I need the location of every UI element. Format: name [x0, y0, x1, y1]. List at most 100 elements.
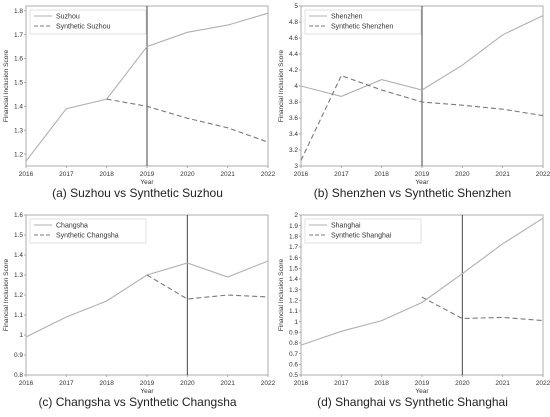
y-tick-label: 1.7	[289, 244, 298, 251]
x-tick-label: 2022	[261, 380, 275, 387]
y-tick-label: 1.1	[289, 308, 298, 315]
y-axis-label: Financial Inclusion Score	[3, 49, 10, 122]
legend-label: Changsha	[56, 223, 88, 230]
chart-caption: (d) Shanghai vs Synthetic Shanghai	[317, 395, 508, 409]
chart-panel-changsha: 0.8 0.9 1 1.1 1.2 1.3 1.4 1.5 1.6 2016 2017 2018 201…	[0, 209, 275, 417]
y-tick-label: 1	[19, 332, 23, 339]
legend-label: Shanghai	[331, 223, 361, 230]
chart-caption: (c) Changsha vs Synthetic Changsha	[38, 395, 237, 409]
y-axis-label: Financial Inclusion Score	[278, 258, 285, 331]
y-tick-label: 2	[294, 212, 298, 219]
x-tick-label: 2017	[334, 171, 349, 178]
x-tick-label: 2018	[99, 380, 114, 387]
y-tick-label: 1.4	[14, 252, 23, 259]
series-line-actual	[300, 217, 544, 346]
y-tick-label: 1.6	[14, 212, 23, 219]
y-tick-label: 0.8	[14, 372, 23, 379]
x-tick-label: 2021	[220, 171, 235, 178]
x-tick-label: 2020	[455, 171, 470, 178]
x-tick-label: 2020	[180, 380, 195, 387]
x-tick-label: 2018	[99, 171, 114, 178]
y-tick-label: 1.9	[289, 223, 298, 230]
x-tick-label: 2021	[495, 171, 510, 178]
x-axis-label: Year	[140, 388, 154, 395]
legend-label: Suzhou	[56, 14, 80, 21]
y-tick-label: 1.3	[14, 272, 23, 279]
x-tick-label: 2017	[59, 171, 74, 178]
y-axis-label: Financial Inclusion Score	[3, 258, 10, 331]
x-axis-label: Year	[140, 179, 154, 186]
y-tick-label: 3.6	[289, 115, 298, 122]
y-tick-label: 1	[294, 319, 298, 326]
y-tick-label: 1.7	[14, 32, 23, 39]
y-tick-label: 0.9	[289, 330, 298, 337]
legend-label: Synthetic Shanghai	[331, 233, 392, 240]
y-tick-label: 0.9	[14, 352, 23, 359]
x-tick-label: 2022	[261, 171, 275, 178]
y-tick-label: 1.4	[289, 276, 298, 283]
legend-label: Synthetic Shenzhen	[331, 24, 393, 31]
x-tick-label: 2019	[415, 380, 430, 387]
series-line-actual	[300, 15, 544, 97]
chart-svg-changsha: 0.8 0.9 1 1.1 1.2 1.3 1.4 1.5 1.6 2016 2017 2018 201…	[3, 212, 275, 395]
y-tick-label: 1.3	[289, 287, 298, 294]
x-tick-label: 2021	[220, 380, 235, 387]
y-tick-label: 1.6	[289, 255, 298, 262]
series-line-actual	[25, 12, 269, 162]
series-line-synthetic	[106, 98, 269, 143]
y-tick-label: 1.8	[289, 234, 298, 241]
y-tick-label: 1.5	[14, 80, 23, 87]
x-axis-label: Year	[415, 388, 429, 395]
x-tick-label: 2022	[536, 171, 550, 178]
chart-svg-shenzhen: 3 3.2 3.4 3.6 3.8 4 4.2 4.4 4.6 4.8 5 2016 2017 2018 2…	[278, 3, 550, 186]
y-tick-label: 1.2	[14, 151, 23, 158]
x-tick-label: 2016	[19, 380, 34, 387]
y-tick-label: 1.8	[14, 8, 23, 15]
y-tick-label: 3	[294, 163, 298, 170]
y-tick-label: 3.4	[289, 131, 298, 138]
legend-label: Synthetic Changsha	[56, 233, 119, 240]
x-tick-label: 2020	[455, 380, 470, 387]
x-tick-label: 2016	[19, 171, 34, 178]
y-tick-label: 4.6	[289, 35, 298, 42]
x-tick-label: 2016	[294, 380, 309, 387]
y-tick-label: 1.4	[14, 103, 23, 110]
chart-svg-suzhou: 1.2 1.3 1.4 1.5 1.6 1.7 1.8 2016 2017 2018 2019 202…	[3, 5, 275, 186]
x-axis-label: Year	[415, 179, 429, 186]
chart-caption: (a) Suzhou vs Synthetic Suzhou	[52, 186, 223, 200]
y-tick-label: 1.6	[14, 56, 23, 63]
x-tick-label: 2017	[334, 380, 349, 387]
y-axis-label: Financial Inclusion Score	[278, 49, 285, 122]
x-tick-label: 2019	[140, 171, 155, 178]
y-tick-label: 1.5	[14, 232, 23, 239]
legend-label: Shenzhen	[331, 14, 363, 21]
y-tick-label: 1.1	[14, 312, 23, 319]
y-tick-label: 0.8	[289, 340, 298, 347]
y-tick-label: 1.3	[14, 127, 23, 134]
y-tick-label: 0.5	[289, 372, 298, 379]
y-tick-label: 4.4	[289, 51, 298, 58]
y-tick-label: 5	[294, 3, 298, 10]
x-tick-label: 2021	[495, 380, 510, 387]
y-tick-label: 3.2	[289, 147, 298, 154]
series-line-synthetic	[300, 74, 544, 161]
chart-panel-shanghai: 0.5 0.6 0.7 0.8 0.9 1 1.1 1.2 1.3 1.4 1.5 1.6 1.7 1.8…	[275, 209, 550, 417]
y-tick-label: 4.8	[289, 19, 298, 26]
y-tick-label: 0.6	[289, 362, 298, 369]
chart-svg-shanghai: 0.5 0.6 0.7 0.8 0.9 1 1.1 1.2 1.3 1.4 1.5 1.6 1.7 1.8…	[278, 212, 550, 395]
x-tick-label: 2020	[180, 171, 195, 178]
x-tick-label: 2017	[59, 380, 74, 387]
x-tick-label: 2019	[140, 380, 155, 387]
x-tick-label: 2018	[374, 380, 389, 387]
legend-box	[304, 218, 422, 244]
legend-box	[29, 218, 147, 244]
series-line-actual	[25, 260, 269, 338]
x-tick-label: 2016	[294, 171, 309, 178]
chart-panel-shenzhen: 3 3.2 3.4 3.6 3.8 4 4.2 4.4 4.6 4.8 5 2016 2017 2018 2…	[275, 0, 550, 208]
y-tick-label: 1.2	[14, 292, 23, 299]
chart-caption: (b) Shenzhen vs Synthetic Shenzhen	[313, 186, 512, 200]
y-tick-label: 3.8	[289, 99, 298, 106]
y-tick-label: 4.2	[289, 67, 298, 74]
y-tick-label: 0.7	[289, 351, 298, 358]
y-tick-label: 1.2	[289, 298, 298, 305]
